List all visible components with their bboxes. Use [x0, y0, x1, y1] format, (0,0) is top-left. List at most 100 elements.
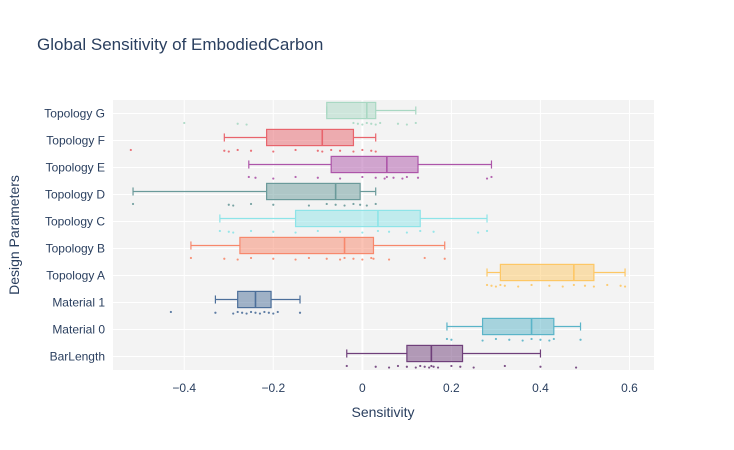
box-iqr — [266, 182, 361, 201]
data-point — [131, 202, 135, 206]
data-point — [387, 366, 391, 369]
data-point — [372, 257, 375, 260]
data-point — [539, 338, 542, 341]
data-point — [401, 177, 404, 180]
box-layer — [129, 101, 627, 369]
data-point — [387, 258, 391, 261]
data-point — [432, 230, 435, 233]
data-point — [356, 122, 359, 125]
data-point — [338, 149, 342, 152]
data-point — [370, 149, 373, 152]
data-point — [334, 203, 337, 206]
box-topology-c — [218, 209, 489, 234]
data-point — [530, 337, 533, 341]
data-point — [352, 257, 355, 260]
data-point — [503, 364, 506, 368]
data-point — [236, 122, 239, 125]
data-point — [223, 149, 226, 152]
data-point — [450, 364, 453, 368]
data-point — [361, 175, 364, 179]
data-point — [414, 121, 417, 125]
data-point — [218, 229, 221, 233]
data-point — [521, 339, 524, 342]
data-point — [428, 366, 431, 369]
x-tick-label: −0.2 — [261, 381, 285, 395]
data-point — [499, 283, 502, 287]
data-point — [396, 122, 400, 125]
y-tick-label: Material 0 — [52, 323, 105, 337]
x-tick-labels: −0.4 −0.2 0 0.2 0.4 0.6 — [172, 381, 638, 395]
data-point — [249, 202, 253, 206]
data-point — [263, 310, 266, 314]
data-point — [254, 176, 257, 179]
data-point — [432, 365, 435, 368]
box-iqr — [239, 236, 375, 255]
data-point — [343, 204, 346, 207]
data-point — [338, 258, 342, 261]
data-point — [272, 257, 275, 260]
data-point — [592, 285, 595, 288]
data-point — [169, 310, 172, 314]
y-tick-label: Topology A — [46, 269, 105, 283]
data-point — [396, 364, 400, 368]
data-point — [405, 175, 408, 179]
data-point — [129, 148, 132, 152]
data-point — [374, 176, 377, 179]
data-point — [485, 177, 489, 180]
data-point — [405, 365, 408, 368]
data-point — [247, 175, 250, 179]
y-tick-label: Topology F — [46, 134, 105, 148]
x-tick-label: −0.4 — [172, 381, 196, 395]
box-iqr — [481, 317, 555, 336]
box-iqr — [294, 209, 421, 228]
data-point — [298, 311, 302, 314]
data-point — [307, 256, 311, 260]
data-point — [361, 148, 364, 152]
data-point — [508, 338, 511, 341]
data-point — [361, 123, 364, 126]
data-point — [365, 121, 368, 125]
data-point — [276, 310, 279, 314]
box-barlength — [345, 344, 578, 369]
data-point — [214, 311, 217, 314]
data-point — [272, 312, 275, 315]
data-point — [494, 285, 498, 288]
y-tick-label: Topology G — [44, 107, 105, 121]
data-point — [330, 148, 333, 152]
data-point — [189, 256, 193, 260]
data-point — [245, 312, 248, 315]
data-point — [345, 364, 348, 368]
data-point — [325, 202, 328, 206]
data-point — [548, 284, 551, 287]
data-point — [294, 148, 297, 152]
data-point — [352, 121, 355, 125]
data-point — [370, 122, 373, 125]
data-point — [490, 284, 493, 287]
data-point — [445, 337, 449, 341]
data-point — [361, 258, 364, 261]
y-axis-title: Design Parameters — [6, 175, 22, 295]
data-point — [414, 366, 417, 369]
data-point — [258, 312, 262, 315]
data-point — [359, 203, 362, 206]
y-tick-label: Topology D — [45, 188, 105, 202]
data-point — [338, 230, 342, 233]
data-point — [477, 231, 480, 234]
data-point — [405, 231, 408, 234]
data-point — [321, 150, 324, 153]
data-point — [623, 285, 627, 288]
data-point — [430, 364, 433, 368]
data-point — [352, 150, 355, 153]
data-point — [561, 285, 564, 288]
data-point — [236, 310, 239, 314]
data-point — [294, 258, 297, 261]
data-point — [436, 366, 440, 369]
data-point — [374, 123, 377, 126]
chart-title: Global Sensitivity of EmbodiedCarbon — [37, 35, 323, 54]
x-tick-label: 0.2 — [443, 381, 460, 395]
data-point — [443, 257, 446, 260]
data-point — [370, 256, 373, 260]
data-point — [316, 229, 319, 233]
data-point — [249, 149, 253, 152]
